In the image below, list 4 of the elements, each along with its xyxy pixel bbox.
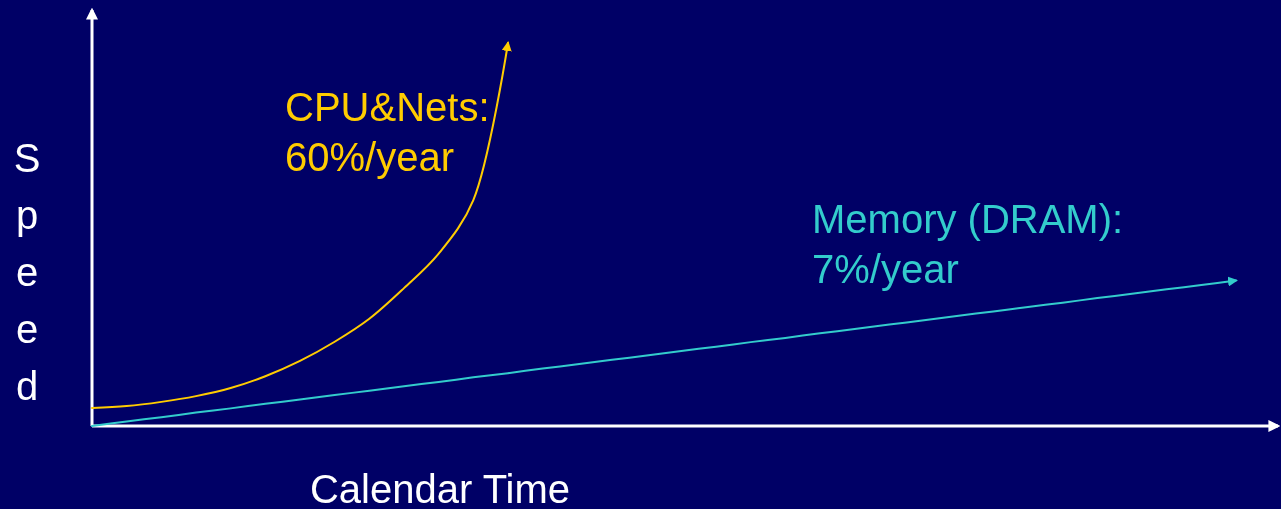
y-axis-title: Speed xyxy=(13,136,41,408)
series-label: Memory (DRAM): 7%/year xyxy=(812,197,1124,292)
series-label: CPU&Nets: 60%/year xyxy=(285,85,490,179)
x-axis-title: Calendar Time xyxy=(309,467,571,509)
